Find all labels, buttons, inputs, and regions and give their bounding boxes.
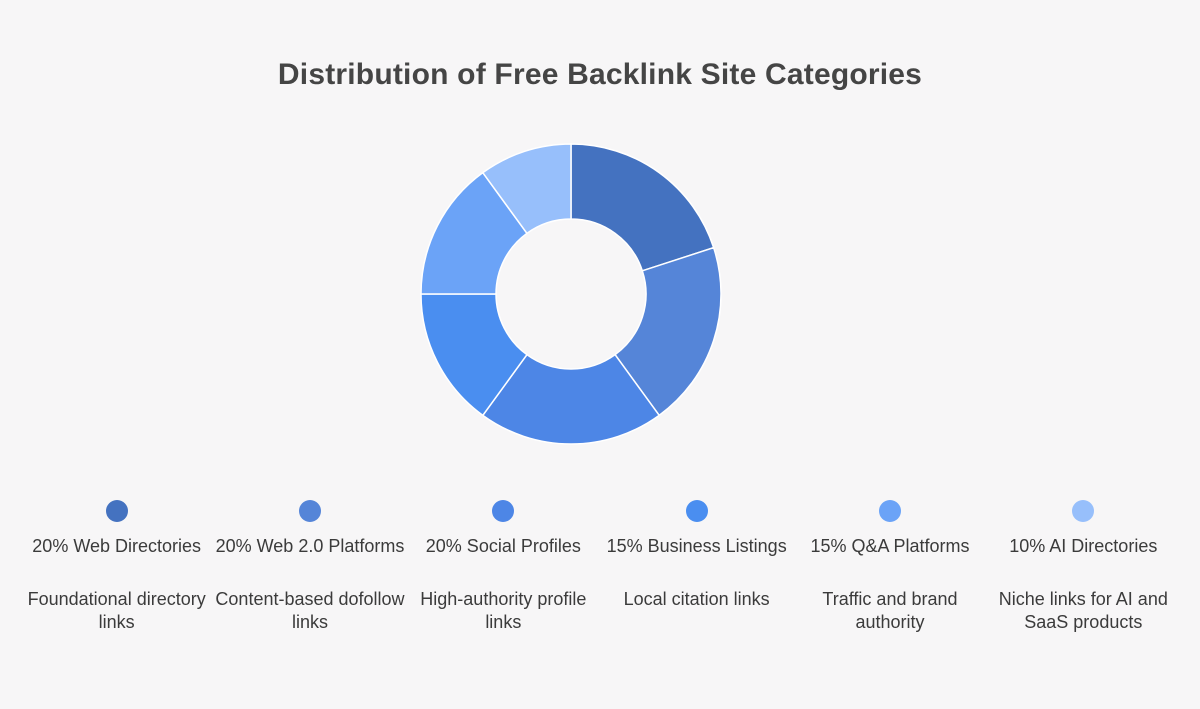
legend-description: Local citation links <box>623 589 770 609</box>
chart-legend: 20% Web Directories Foundational directo… <box>20 500 1180 634</box>
legend-description: High-authority profile links <box>420 589 587 632</box>
legend-swatch <box>878 500 901 522</box>
legend-item: 20% Social Profiles High-authority profi… <box>407 500 600 634</box>
donut-slice-web-2-0-platforms <box>614 246 722 417</box>
legend-item: 15% Q&A Platforms Traffic and brand auth… <box>793 500 986 634</box>
legend-label: 20% Web Directories <box>32 536 202 556</box>
legend-label: 15% Business Listings <box>606 536 787 556</box>
legend-description: Foundational directory links <box>27 589 206 632</box>
legend-label: 20% Web 2.0 Platforms <box>215 536 405 556</box>
legend-description: Niche links for AI and SaaS products <box>998 589 1168 632</box>
legend-description: Content-based dofollow links <box>215 589 405 632</box>
legend-swatch <box>105 500 128 522</box>
legend-label: 20% Social Profiles <box>425 536 581 556</box>
legend-item: 10% AI Directories Niche links for AI an… <box>987 500 1180 634</box>
donut-slice-web-directories <box>570 143 715 272</box>
donut-slice-ai-directories <box>481 143 572 235</box>
legend-label: 15% Q&A Platforms <box>810 536 970 556</box>
legend-label: 10% AI Directories <box>1009 536 1158 556</box>
chart-title: Distribution of Free Backlink Site Categ… <box>277 58 923 91</box>
legend-item: 15% Business Listings Local citation lin… <box>600 500 793 634</box>
legend-swatch <box>298 500 321 522</box>
legend-swatch <box>492 500 515 522</box>
donut-slice-social-profiles <box>481 353 661 445</box>
legend-description: Traffic and brand authority <box>822 589 958 632</box>
legend-swatch <box>1072 500 1095 522</box>
legend-item: 20% Web Directories Foundational directo… <box>20 500 213 634</box>
legend-item: 20% Web 2.0 Platforms Content-based dofo… <box>213 500 406 634</box>
legend-swatch <box>685 500 708 522</box>
